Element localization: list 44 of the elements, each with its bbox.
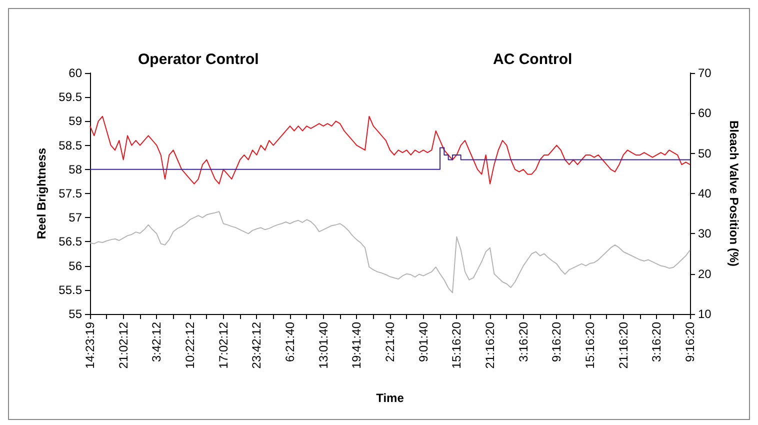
text: Operator Control <box>138 51 259 68</box>
y-tick-label: 57.5 <box>58 186 82 200</box>
y-tick-label: 55 <box>68 307 82 321</box>
x-tick-label: 21:16:20 <box>616 322 630 369</box>
y-tick-label: 55.5 <box>58 282 82 297</box>
y-tick-label: 59 <box>68 114 82 128</box>
x-tick-label: 15:16:20 <box>583 322 597 369</box>
x-tick-label: 9:01:40 <box>416 322 430 362</box>
y-tick-label: 58 <box>68 162 82 176</box>
x-tick-label: 10:22:12 <box>183 322 197 369</box>
y2-tick-label: 70 <box>698 66 712 80</box>
x-tick-label: 13:01:40 <box>316 322 330 369</box>
text: AC Control <box>493 51 572 68</box>
y2-tick-label: 40 <box>698 186 712 200</box>
y-tick-label: 56 <box>68 258 82 273</box>
line-series <box>90 116 690 184</box>
x-tick-label: 3:16:20 <box>650 322 664 362</box>
x-tick-label: 6:21:40 <box>283 322 297 362</box>
y-axis-title: Reel Brightness <box>34 147 49 240</box>
line-series <box>90 211 690 294</box>
x-tick-label: 21:16:20 <box>483 322 497 369</box>
x-tick-label: 17:02:12 <box>216 322 230 369</box>
x-tick-label: 3:42:12 <box>150 322 164 362</box>
y2-tick-label: 50 <box>698 146 712 160</box>
y2-tick-label: 60 <box>698 106 712 120</box>
y-tick-label: 59.5 <box>58 90 82 104</box>
y-tick-label: 56.5 <box>58 234 82 249</box>
x-tick-label: 9:16:20 <box>683 322 697 362</box>
x-tick-label: 23:42:12 <box>250 322 264 369</box>
y2-tick-label: 10 <box>698 307 712 321</box>
y2-axis-title: Bleach Valve Position (%) <box>727 120 741 267</box>
y-tick-label: 60 <box>68 66 82 80</box>
x-tick-label: 3:16:20 <box>516 322 530 362</box>
x-tick-label: 9:16:20 <box>550 322 564 362</box>
y2-tick-label: 20 <box>698 266 712 281</box>
x-tick-label: 19:41:40 <box>350 322 364 369</box>
x-tick-label: 21:02:12 <box>116 322 130 369</box>
x-axis-title: Time <box>376 391 404 405</box>
x-tick-label: 15:16:20 <box>450 322 464 369</box>
y-tick-label: 58.5 <box>58 138 82 152</box>
x-tick-label: 2:21:40 <box>383 322 397 362</box>
y-tick-label: 57 <box>68 210 82 225</box>
y2-tick-label: 30 <box>698 226 712 241</box>
x-tick-label: 14:23:19 <box>83 322 97 369</box>
